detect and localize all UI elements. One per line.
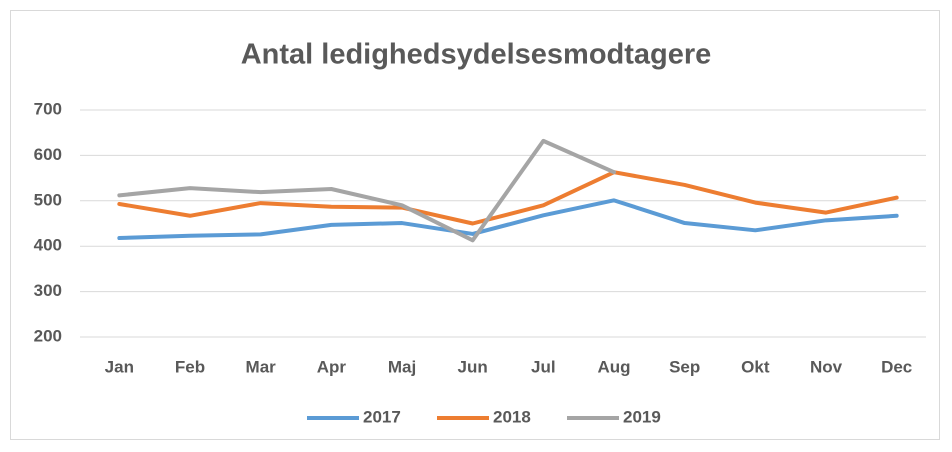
x-tick-label: Aug [597,357,630,376]
x-tick-label: Sep [669,357,700,376]
series-line [117,170,899,226]
y-tick-label: 600 [34,145,62,164]
legend-label: 2017 [363,407,401,426]
x-tick-label: Feb [175,357,205,376]
legend-label: 2019 [623,407,661,426]
x-tick-label: Dec [881,357,912,376]
y-tick-label: 200 [34,326,62,345]
chart-title: Antal ledighedsydelsesmodtagere [241,39,712,71]
legend-label: 2018 [493,407,531,426]
y-tick-label: 300 [34,281,62,300]
x-tick-label: Jul [531,357,556,376]
x-tick-label: Apr [317,357,347,376]
x-tick-label: Jan [105,357,134,376]
x-tick-label: Nov [810,357,843,376]
x-tick-label: Jun [458,357,488,376]
y-tick-label: 700 [34,99,62,118]
y-tick-label: 500 [34,190,62,209]
y-tick-label: 400 [34,236,62,255]
series-line [117,138,616,243]
series-line [117,198,899,241]
x-tick-label: Okt [741,357,770,376]
x-tick-label: Maj [388,357,416,376]
x-tick-label: Mar [246,357,277,376]
